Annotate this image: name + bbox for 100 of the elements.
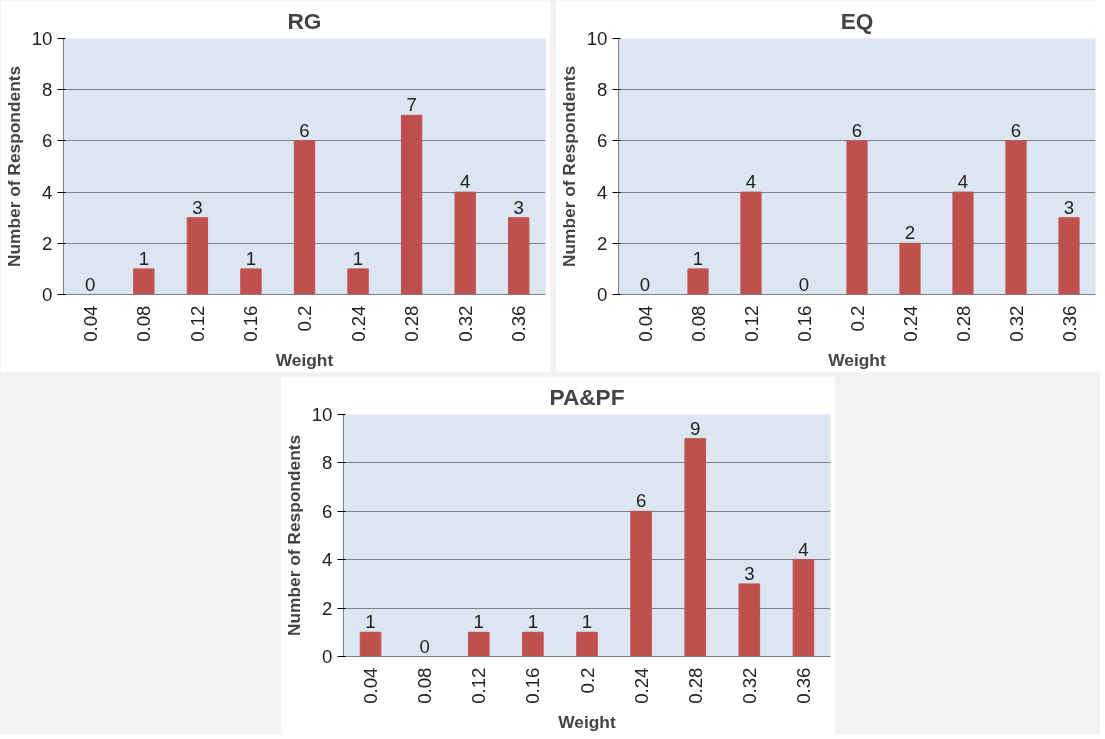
data-label: 0 xyxy=(419,635,430,657)
bar xyxy=(1058,217,1080,295)
x-tick-label: 0.24 xyxy=(347,305,369,342)
data-label: 0 xyxy=(798,273,810,295)
data-label: 4 xyxy=(459,171,471,193)
y-tick-label: 0 xyxy=(597,284,608,305)
x-tick-label: 0.08 xyxy=(687,305,709,342)
data-label: 1 xyxy=(365,611,376,633)
data-label: 0 xyxy=(639,273,651,295)
x-tick-label: 0.08 xyxy=(133,305,155,342)
y-axis-title: Number of Respondents xyxy=(3,65,24,268)
data-label: 1 xyxy=(581,611,593,633)
chart-title: RG xyxy=(287,7,322,34)
y-tick-label: 8 xyxy=(322,452,333,474)
x-tick-label: 0.24 xyxy=(630,667,652,704)
y-tick-label: 10 xyxy=(31,28,53,49)
bar xyxy=(1005,140,1027,295)
bar xyxy=(133,268,155,295)
bar xyxy=(740,191,762,295)
y-tick-label: 10 xyxy=(311,404,333,425)
data-label: 7 xyxy=(406,94,417,116)
bar xyxy=(522,631,544,657)
x-tick-label: 0.16 xyxy=(522,667,544,704)
x-tick-label: 0.16 xyxy=(240,305,262,342)
x-tick-label: 0.12 xyxy=(186,305,208,342)
data-label: 1 xyxy=(527,611,539,633)
y-tick-label: 4 xyxy=(597,181,608,203)
bar xyxy=(738,583,761,657)
data-label: 9 xyxy=(690,417,701,439)
x-axis-title: Weight xyxy=(275,349,334,370)
data-label: 4 xyxy=(798,538,809,560)
data-label: 2 xyxy=(904,222,916,244)
x-tick-label: 0.12 xyxy=(468,667,490,704)
x-tick-label: 0.04 xyxy=(634,305,656,342)
data-label: 0 xyxy=(85,273,96,295)
data-label: 1 xyxy=(352,247,364,269)
y-tick-label: 8 xyxy=(597,79,608,101)
bar xyxy=(792,559,815,657)
x-tick-label: 0.28 xyxy=(684,667,706,704)
data-label: 1 xyxy=(138,247,150,269)
x-tick-label: 0.36 xyxy=(792,667,814,704)
data-label: 4 xyxy=(745,171,757,193)
x-tick-label: 0.32 xyxy=(1005,305,1027,342)
bar xyxy=(359,631,382,657)
y-axis-title: Number of Respondents xyxy=(558,65,579,268)
x-tick-label: 0.08 xyxy=(414,667,436,704)
chart-title: EQ xyxy=(840,7,874,34)
data-label: 1 xyxy=(473,611,484,633)
y-tick-label: 0 xyxy=(322,646,333,667)
y-tick-label: 2 xyxy=(322,597,333,619)
x-axis-title: Weight xyxy=(828,349,886,370)
bar xyxy=(952,191,974,295)
x-tick-label: 0.24 xyxy=(899,305,921,342)
y-tick-label: 0 xyxy=(42,284,53,305)
bar xyxy=(576,631,598,657)
y-tick-label: 4 xyxy=(322,549,333,571)
bar xyxy=(400,114,423,295)
bar xyxy=(454,191,476,295)
x-tick-label: 0.28 xyxy=(952,305,974,342)
data-label: 4 xyxy=(957,171,969,193)
bar xyxy=(468,631,490,657)
bar xyxy=(508,217,530,295)
y-axis-title: Number of Respondents xyxy=(283,434,304,637)
y-tick-label: 10 xyxy=(586,28,608,49)
bar xyxy=(293,140,316,295)
bar xyxy=(240,268,262,295)
bar xyxy=(186,217,209,295)
x-tick-label: 0.36 xyxy=(508,305,530,342)
data-label: 3 xyxy=(513,196,524,218)
x-tick-label: 0.32 xyxy=(454,305,476,342)
bar xyxy=(630,510,652,657)
y-tick-label: 6 xyxy=(322,500,333,522)
y-tick-label: 8 xyxy=(42,79,53,101)
chart-title: PA&PF xyxy=(549,383,625,410)
y-tick-label: 4 xyxy=(42,181,53,203)
x-tick-label: 0.16 xyxy=(793,305,815,342)
y-tick-label: 2 xyxy=(42,232,53,254)
x-tick-label: 0.12 xyxy=(740,305,762,342)
data-label: 6 xyxy=(1010,119,1022,141)
data-label: 3 xyxy=(1063,196,1075,218)
y-tick-label: 2 xyxy=(597,232,608,254)
bar xyxy=(684,438,706,657)
bar xyxy=(899,242,921,295)
x-tick-label: 0.2 xyxy=(576,667,598,694)
y-tick-label: 6 xyxy=(597,130,608,152)
x-tick-label: 0.04 xyxy=(360,667,382,704)
x-tick-label: 0.04 xyxy=(79,305,101,342)
x-axis-title: Weight xyxy=(558,711,616,732)
data-label: 3 xyxy=(744,562,755,584)
x-tick-label: 0.28 xyxy=(401,305,423,342)
x-tick-label: 0.2 xyxy=(294,305,315,332)
bar xyxy=(687,268,709,295)
data-label: 6 xyxy=(635,490,647,512)
data-label: 6 xyxy=(299,119,310,141)
data-label: 6 xyxy=(851,119,863,141)
y-tick-label: 6 xyxy=(42,130,53,152)
data-label: 3 xyxy=(192,196,203,218)
bar xyxy=(347,268,369,295)
data-label: 1 xyxy=(692,247,704,269)
bar xyxy=(846,140,868,295)
